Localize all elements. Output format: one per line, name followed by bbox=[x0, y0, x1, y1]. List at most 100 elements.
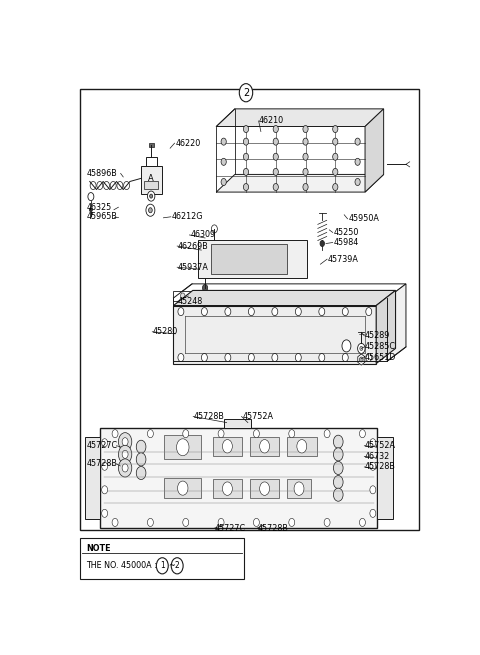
FancyBboxPatch shape bbox=[144, 181, 158, 189]
Circle shape bbox=[356, 293, 361, 299]
FancyBboxPatch shape bbox=[377, 437, 393, 519]
Polygon shape bbox=[376, 290, 396, 364]
Circle shape bbox=[319, 354, 325, 362]
Circle shape bbox=[221, 159, 226, 165]
Circle shape bbox=[273, 183, 278, 191]
Text: 45728B: 45728B bbox=[87, 459, 118, 468]
Circle shape bbox=[334, 476, 343, 489]
Circle shape bbox=[360, 346, 363, 350]
Circle shape bbox=[333, 168, 338, 176]
FancyBboxPatch shape bbox=[148, 143, 154, 147]
FancyBboxPatch shape bbox=[211, 244, 287, 274]
Circle shape bbox=[177, 439, 189, 456]
Circle shape bbox=[259, 293, 263, 299]
Circle shape bbox=[333, 126, 338, 132]
Circle shape bbox=[342, 340, 351, 352]
Circle shape bbox=[117, 181, 123, 189]
Circle shape bbox=[243, 126, 249, 132]
Circle shape bbox=[124, 181, 130, 189]
Circle shape bbox=[225, 308, 231, 316]
Circle shape bbox=[150, 194, 153, 198]
Text: 45248: 45248 bbox=[178, 297, 203, 306]
Circle shape bbox=[202, 308, 207, 316]
Circle shape bbox=[243, 168, 249, 176]
Circle shape bbox=[370, 462, 376, 470]
Circle shape bbox=[297, 440, 307, 453]
FancyBboxPatch shape bbox=[213, 437, 242, 456]
Circle shape bbox=[243, 153, 249, 160]
Circle shape bbox=[342, 354, 348, 362]
Circle shape bbox=[319, 308, 325, 316]
Text: 46212G: 46212G bbox=[172, 212, 203, 221]
FancyBboxPatch shape bbox=[141, 166, 162, 194]
Text: 45752A: 45752A bbox=[242, 412, 273, 421]
Circle shape bbox=[273, 168, 278, 176]
Circle shape bbox=[324, 518, 330, 527]
Text: THE NO. 45000A :: THE NO. 45000A : bbox=[86, 561, 159, 571]
Text: 2: 2 bbox=[243, 88, 249, 98]
Circle shape bbox=[253, 430, 259, 438]
Circle shape bbox=[360, 357, 363, 362]
Text: 2: 2 bbox=[175, 561, 180, 571]
Circle shape bbox=[337, 293, 341, 299]
Circle shape bbox=[221, 138, 226, 145]
Text: 46732: 46732 bbox=[365, 452, 390, 461]
Text: 45896B: 45896B bbox=[87, 169, 118, 178]
FancyBboxPatch shape bbox=[213, 479, 242, 498]
Circle shape bbox=[243, 183, 249, 191]
Circle shape bbox=[333, 183, 338, 191]
Circle shape bbox=[178, 308, 184, 316]
Circle shape bbox=[342, 308, 348, 316]
FancyBboxPatch shape bbox=[145, 157, 156, 166]
Circle shape bbox=[298, 293, 302, 299]
Circle shape bbox=[136, 453, 146, 466]
Circle shape bbox=[136, 466, 146, 479]
Circle shape bbox=[278, 293, 283, 299]
Circle shape bbox=[88, 193, 94, 200]
Circle shape bbox=[370, 439, 376, 447]
Circle shape bbox=[119, 459, 132, 477]
Polygon shape bbox=[216, 174, 384, 192]
Circle shape bbox=[248, 308, 254, 316]
Text: 45289: 45289 bbox=[365, 331, 390, 341]
Circle shape bbox=[260, 440, 270, 453]
Circle shape bbox=[260, 482, 270, 495]
Circle shape bbox=[225, 354, 231, 362]
Text: 46325: 46325 bbox=[87, 202, 112, 212]
Text: 45752A: 45752A bbox=[365, 441, 396, 450]
Circle shape bbox=[334, 435, 343, 448]
Text: 45280: 45280 bbox=[153, 328, 178, 336]
Polygon shape bbox=[365, 109, 384, 192]
Polygon shape bbox=[387, 284, 406, 361]
Text: 46309: 46309 bbox=[190, 231, 216, 240]
Circle shape bbox=[243, 138, 249, 145]
Circle shape bbox=[289, 430, 295, 438]
Circle shape bbox=[273, 126, 278, 132]
Circle shape bbox=[146, 204, 155, 216]
Circle shape bbox=[136, 440, 146, 453]
Circle shape bbox=[303, 153, 308, 160]
Text: A: A bbox=[148, 174, 154, 183]
Circle shape bbox=[334, 448, 343, 461]
Circle shape bbox=[222, 482, 232, 495]
Circle shape bbox=[303, 126, 308, 132]
Circle shape bbox=[178, 481, 188, 495]
Text: 46269B: 46269B bbox=[178, 242, 209, 251]
Text: 45950A: 45950A bbox=[348, 214, 379, 223]
Circle shape bbox=[102, 462, 108, 470]
Circle shape bbox=[273, 153, 278, 160]
Polygon shape bbox=[216, 109, 384, 126]
Text: 45250: 45250 bbox=[334, 228, 359, 237]
Text: 45728B: 45728B bbox=[257, 524, 288, 533]
Circle shape bbox=[317, 293, 322, 299]
Circle shape bbox=[376, 293, 380, 299]
Circle shape bbox=[320, 240, 324, 246]
Circle shape bbox=[333, 138, 338, 145]
Circle shape bbox=[148, 208, 152, 213]
Circle shape bbox=[218, 430, 224, 438]
Polygon shape bbox=[358, 354, 365, 365]
Circle shape bbox=[122, 464, 128, 472]
Circle shape bbox=[360, 518, 365, 527]
Text: 45937A: 45937A bbox=[178, 263, 209, 272]
Text: 45965B: 45965B bbox=[87, 212, 118, 221]
